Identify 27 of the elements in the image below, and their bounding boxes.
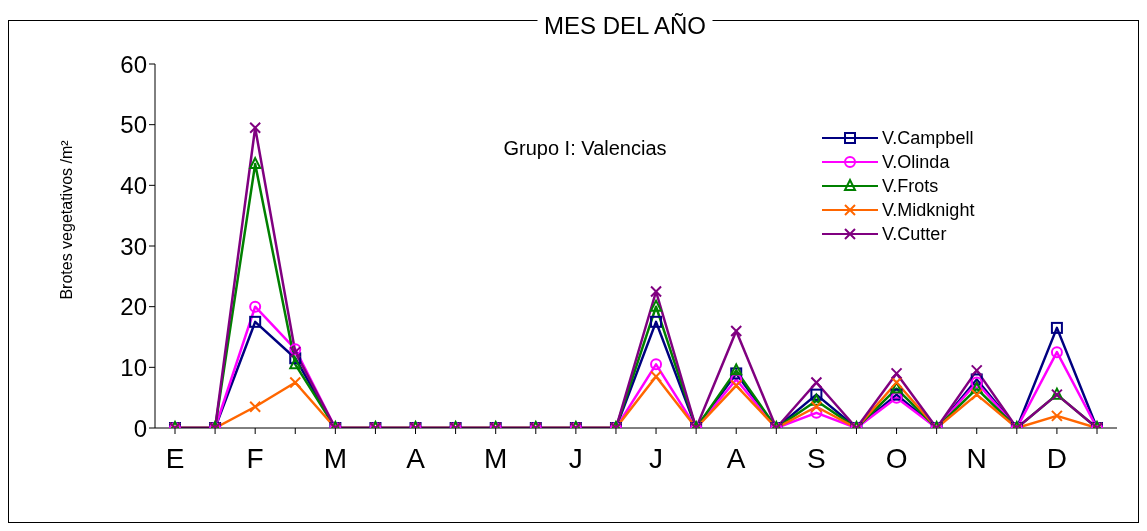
x-tick-label: J bbox=[568, 442, 583, 474]
y-tick-label: 60 bbox=[120, 50, 147, 78]
x-tick-label: D bbox=[1046, 442, 1068, 474]
y-tick-label: 0 bbox=[133, 414, 147, 442]
x-tick-label: J bbox=[649, 442, 664, 474]
legend-label: V.Cutter bbox=[882, 223, 947, 245]
y-axis-title: Brotes vegetativos /m² bbox=[58, 139, 75, 300]
y-tick-label: 40 bbox=[120, 171, 147, 199]
legend-label: V.Olinda bbox=[882, 151, 950, 173]
x-tick-label: M bbox=[323, 442, 348, 474]
x-tick-label: N bbox=[966, 442, 987, 474]
x-tick-label: A bbox=[406, 442, 426, 474]
legend-label: V.Midknight bbox=[882, 199, 975, 221]
x-tick-label: E bbox=[165, 442, 185, 474]
x-tick-label: M bbox=[484, 442, 508, 474]
annotation: Grupo I: Valencias bbox=[503, 137, 667, 159]
x-tick-label: O bbox=[885, 442, 908, 474]
y-tick-label: 10 bbox=[120, 353, 147, 381]
y-tick-label: 50 bbox=[120, 111, 147, 139]
y-tick-label: 20 bbox=[120, 293, 147, 321]
y-tick-label: 30 bbox=[120, 232, 147, 260]
x-tick-label: F bbox=[246, 442, 264, 474]
chart-title: MES DEL AÑO bbox=[544, 12, 706, 39]
x-tick-label: S bbox=[807, 442, 826, 474]
legend-label: V.Frots bbox=[882, 175, 939, 197]
legend-label: V.Campbell bbox=[882, 127, 974, 149]
x-tick-label: A bbox=[726, 442, 746, 474]
